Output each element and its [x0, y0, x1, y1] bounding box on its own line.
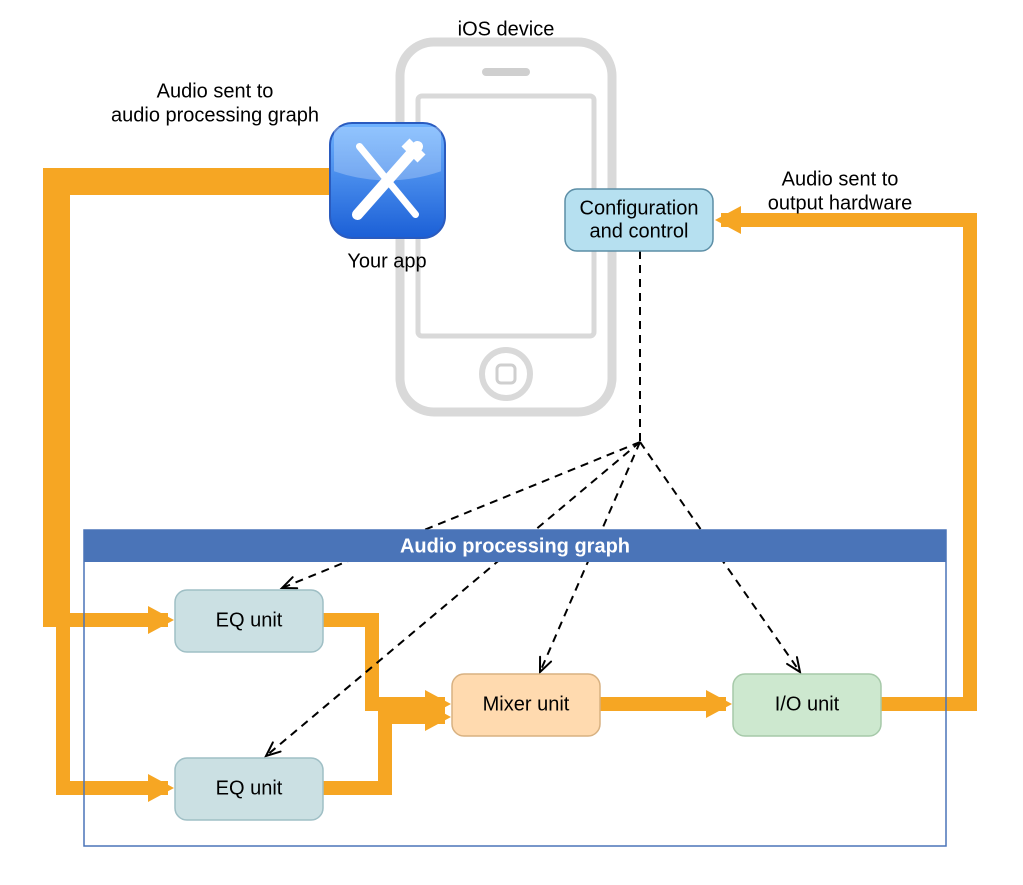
flow-app-to-eq2 — [63, 188, 330, 788]
device-title: iOS device — [458, 18, 555, 40]
eq-unit-1-label: EQ unit — [216, 609, 283, 631]
config-label-2: and control — [590, 220, 689, 242]
label-to-hw-1: Audio sent to — [782, 168, 899, 190]
control-line-to-eq1 — [282, 442, 640, 588]
mixer-unit-label: Mixer unit — [483, 693, 570, 715]
io-unit-label: I/O unit — [775, 693, 840, 715]
flow-head-io-to-config — [715, 206, 741, 234]
flow-io-to-config — [721, 220, 970, 704]
app-caption: Your app — [347, 250, 426, 272]
app-icon — [330, 123, 445, 238]
label-to-hw-2: output hardware — [768, 192, 913, 214]
flow-head-app-to-eq1 — [148, 606, 174, 634]
label-to-graph-1: Audio sent to — [157, 80, 274, 102]
config-label-1: Configuration — [580, 197, 699, 219]
flow-head-app-to-eq2 — [148, 774, 174, 802]
label-to-graph-2: audio processing graph — [111, 104, 319, 126]
graph-header-label: Audio processing graph — [400, 535, 630, 557]
flow-head-mixer-to-io — [706, 690, 732, 718]
eq-unit-2-label: EQ unit — [216, 777, 283, 799]
